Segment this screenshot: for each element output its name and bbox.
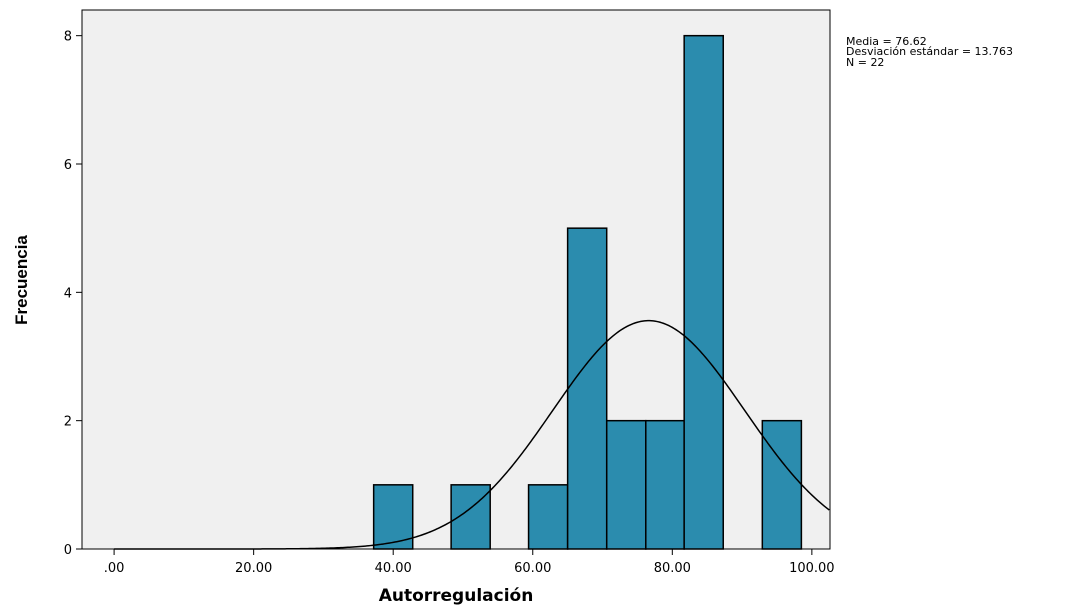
x-tick-label-4: 80.00: [654, 561, 691, 576]
x-tick-label-5: 100.00: [789, 561, 835, 576]
histogram-bar-7: [761, 419, 803, 550]
y-tick-label-1: 2: [64, 415, 72, 430]
x-tick-label-1: 20.00: [235, 561, 272, 576]
y-axis: 0 2 4 6 8: [64, 30, 82, 558]
y-tick-label-0: 0: [64, 543, 72, 558]
histogram-bar-2: [527, 484, 569, 550]
y-tick-label-3: 6: [64, 158, 72, 173]
histogram-bar-4: [605, 419, 647, 550]
histogram-bars: [372, 34, 803, 550]
y-tick-label-4: 8: [64, 30, 72, 45]
histogram-bar-3: [566, 227, 608, 550]
x-axis-title: Autorregulación: [379, 586, 534, 606]
y-tick-label-2: 4: [64, 286, 72, 301]
x-axis: .00 20.00 40.00 60.00 80.00 100.00: [104, 549, 835, 576]
x-tick-label-2: 40.00: [375, 561, 412, 576]
stats-n: N = 22: [846, 56, 884, 69]
stats-mean: Media = 76.62: [846, 35, 927, 48]
histogram-bar-1: [450, 484, 491, 550]
stats-std-dev: Desviación estándar = 13.763: [846, 45, 1013, 58]
x-tick-label-3: 60.00: [514, 561, 551, 576]
histogram-bar-6: [683, 34, 724, 550]
x-tick-label-0: .00: [104, 561, 125, 576]
normal-curve: [114, 319, 830, 550]
histogram-bar-0: [372, 484, 414, 550]
y-axis-title: Frecuencia: [12, 235, 31, 325]
histogram-bar-5: [645, 419, 685, 550]
